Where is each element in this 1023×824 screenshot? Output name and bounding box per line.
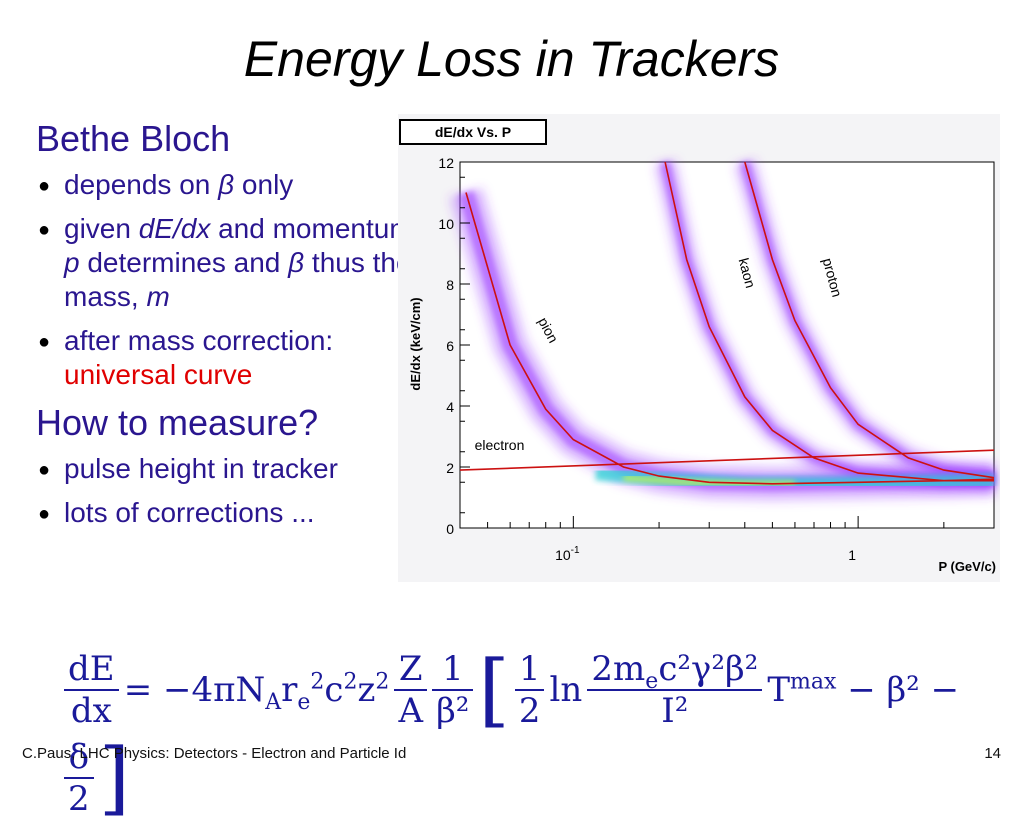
curve-label-kaon: kaon (736, 256, 759, 289)
formula-frac-log-arg: 2mec²γ²β² I² (587, 649, 763, 731)
frac-den: A (398, 691, 424, 731)
formula-text: r (281, 670, 298, 710)
frac-den: β² (436, 691, 470, 731)
bullet-text: given (64, 213, 139, 244)
frac-den: 2 (68, 779, 90, 819)
x-axis-label: P (GeV/c) (938, 559, 996, 574)
y-axis-ticks: 0 2 4 6 8 10 12 (438, 155, 470, 537)
formula-text: c²γ²β² (658, 649, 759, 689)
plot-title-box (399, 119, 547, 145)
curve-kaon (664, 161, 994, 482)
bullet-icon: ● (38, 331, 51, 353)
text-column: Bethe Bloch ● depends on β only ● given dE… (36, 118, 426, 540)
y-tick-label: 8 (446, 277, 454, 293)
formula-text: 2m (591, 649, 646, 689)
bullet-text: pulse height in tracker (64, 453, 338, 484)
slide-title: Energy Loss in Trackers (243, 31, 780, 87)
formula-text: T (767, 670, 791, 710)
curve-pion (465, 192, 995, 485)
formula-lhs: dE dx (64, 649, 119, 731)
bullet-text: determines and (79, 247, 289, 278)
formula-text: − β² − (847, 670, 960, 710)
bethe-bloch-curves (459, 161, 995, 485)
formula-sub: A (265, 689, 282, 715)
formula-text: c (324, 670, 344, 710)
formula-sub: e (297, 689, 311, 715)
bullet-list-1: ● depends on β only ● given dE/dx and mome… (36, 168, 426, 392)
curve-electron (459, 449, 995, 471)
bullet-icon: ● (38, 219, 51, 241)
y-tick-label: 12 (438, 155, 454, 171)
formula-sup: 2 (375, 669, 390, 695)
plot-title: dE/dx Vs. P (435, 124, 511, 140)
list-item: ● depends on β only (36, 168, 426, 202)
formula-tmax: Tmax − β² − (767, 670, 959, 710)
frac-num: dE (64, 649, 119, 691)
bullet-text: depends on (64, 169, 219, 200)
footer-citation: C.Paus, LHC Physics: Detectors - Electro… (22, 745, 407, 762)
y-axis-label: dE/dx (keV/cm) (408, 297, 423, 390)
x-tick-exponent: -1 (571, 545, 580, 556)
formula-frac-beta: 1 β² (432, 649, 474, 731)
formula-ln: ln (549, 670, 583, 710)
bullet-text: thus the mass, (64, 247, 412, 312)
y-tick-label: 6 (446, 338, 454, 354)
formula-sub: e (645, 668, 659, 694)
bullet-italic: β (288, 247, 305, 278)
bullet-icon: ● (38, 503, 51, 525)
bullet-text: lots of corrections ... (64, 497, 315, 528)
frac-num: 2mec²γ²β² (587, 649, 763, 694)
page-number: 14 (984, 745, 1001, 762)
y-tick-label: 2 (446, 460, 454, 476)
list-item: ● given dE/dx and momentum p determines a… (36, 212, 426, 314)
list-item: ● pulse height in tracker (36, 452, 426, 486)
frac-den: 2 (518, 691, 541, 731)
bullet-italic: m (146, 281, 170, 312)
frac-num: 1 (432, 649, 474, 691)
bullet-text: only (234, 169, 294, 200)
list-item: ● lots of corrections ... (36, 496, 426, 530)
bullet-icon: ● (38, 175, 51, 197)
curve-proton (744, 161, 995, 479)
y-tick-label: 10 (438, 216, 454, 232)
bullet-text: after mass correction: (64, 325, 334, 356)
formula-text: z (357, 670, 376, 710)
y-tick-label: 0 (446, 521, 454, 537)
bullet-text: and momentum (210, 213, 413, 244)
bullet-italic: dE/dx (138, 213, 211, 244)
list-item: ● after mass correction: universal curve (36, 324, 426, 392)
formula-text: = −4πN (123, 670, 266, 710)
frac-den: I² (661, 691, 689, 731)
frac-num: Z (394, 649, 428, 691)
section-heading-how-to-measure: How to measure? (36, 402, 319, 443)
formula-sup: max (790, 669, 837, 695)
bullet-icon: ● (38, 459, 51, 481)
bullet-highlight: universal curve (64, 359, 253, 390)
frac-num: 1 (514, 649, 545, 691)
formula-prefactor: = −4πNAre2c2z2 (123, 669, 390, 713)
x-tick-label: 1 (848, 547, 856, 563)
bullet-italic: p (64, 247, 80, 278)
section-heading-bethe-bloch: Bethe Bloch (36, 118, 231, 159)
y-tick-label: 4 (446, 399, 454, 415)
formula-sup: 2 (343, 669, 358, 695)
formula-left-bracket: [ (478, 643, 510, 736)
formula-sup: 2 (310, 669, 325, 695)
frac-den: dx (70, 691, 112, 731)
bullet-list-2: ● pulse height in tracker ● lots of correc… (36, 452, 426, 530)
curve-label-electron: electron (475, 437, 525, 453)
bullet-italic: β (218, 169, 235, 200)
